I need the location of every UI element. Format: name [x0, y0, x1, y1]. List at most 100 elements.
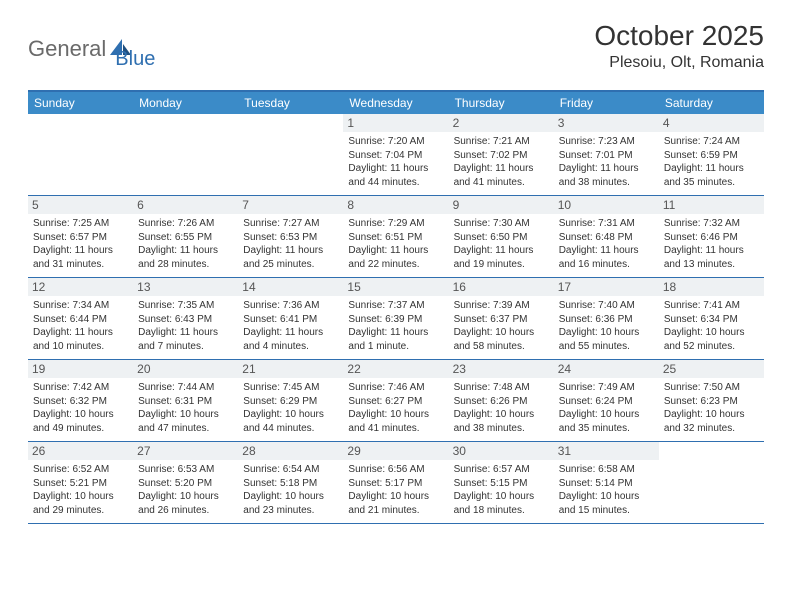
logo: General Blue [28, 26, 155, 71]
sunset-line: Sunset: 5:18 PM [243, 477, 338, 491]
daylight-line: Daylight: 10 hours and 35 minutes. [559, 408, 654, 435]
page-title: October 2025 [594, 20, 764, 52]
calendar-cell: 15Sunrise: 7:37 AMSunset: 6:39 PMDayligh… [343, 278, 448, 359]
calendar-cell [659, 442, 764, 523]
daylight-line: Daylight: 10 hours and 55 minutes. [559, 326, 654, 353]
daylight-line: Daylight: 11 hours and 7 minutes. [138, 326, 233, 353]
sunrise-line: Sunrise: 6:57 AM [454, 463, 549, 477]
calendar-cell: 10Sunrise: 7:31 AMSunset: 6:48 PMDayligh… [554, 196, 659, 277]
sunrise-line: Sunrise: 7:36 AM [243, 299, 338, 313]
day-number: 23 [449, 360, 554, 378]
day-number: 27 [133, 442, 238, 460]
day-number: 17 [554, 278, 659, 296]
day-number: 18 [659, 278, 764, 296]
calendar-cell [238, 114, 343, 195]
calendar-cell: 6Sunrise: 7:26 AMSunset: 6:55 PMDaylight… [133, 196, 238, 277]
logo-text-blue: Blue [115, 48, 155, 71]
daylight-line: Daylight: 10 hours and 44 minutes. [243, 408, 338, 435]
daylight-line: Daylight: 10 hours and 49 minutes. [33, 408, 128, 435]
sunrise-line: Sunrise: 6:58 AM [559, 463, 654, 477]
weekday-header: SundayMondayTuesdayWednesdayThursdayFrid… [28, 92, 764, 114]
sunset-line: Sunset: 6:27 PM [348, 395, 443, 409]
day-number: 2 [449, 114, 554, 132]
header-right: October 2025 Plesoiu, Olt, Romania [594, 20, 764, 72]
day-number: 12 [28, 278, 133, 296]
sunrise-line: Sunrise: 7:41 AM [664, 299, 759, 313]
sunset-line: Sunset: 5:20 PM [138, 477, 233, 491]
daylight-line: Daylight: 10 hours and 21 minutes. [348, 490, 443, 517]
calendar-week: 12Sunrise: 7:34 AMSunset: 6:44 PMDayligh… [28, 278, 764, 360]
daylight-line: Daylight: 11 hours and 13 minutes. [664, 244, 759, 271]
daylight-line: Daylight: 11 hours and 44 minutes. [348, 162, 443, 189]
weekday-label: Friday [554, 92, 659, 114]
sunset-line: Sunset: 5:17 PM [348, 477, 443, 491]
daylight-line: Daylight: 11 hours and 31 minutes. [33, 244, 128, 271]
sunset-line: Sunset: 6:41 PM [243, 313, 338, 327]
weekday-label: Tuesday [238, 92, 343, 114]
day-number: 3 [554, 114, 659, 132]
calendar-cell [28, 114, 133, 195]
sunset-line: Sunset: 6:31 PM [138, 395, 233, 409]
daylight-line: Daylight: 10 hours and 29 minutes. [33, 490, 128, 517]
daylight-line: Daylight: 10 hours and 38 minutes. [454, 408, 549, 435]
sunrise-line: Sunrise: 6:56 AM [348, 463, 443, 477]
day-number: 10 [554, 196, 659, 214]
calendar-cell: 4Sunrise: 7:24 AMSunset: 6:59 PMDaylight… [659, 114, 764, 195]
calendar-cell: 8Sunrise: 7:29 AMSunset: 6:51 PMDaylight… [343, 196, 448, 277]
sunrise-line: Sunrise: 6:52 AM [33, 463, 128, 477]
sunrise-line: Sunrise: 7:42 AM [33, 381, 128, 395]
sunrise-line: Sunrise: 7:20 AM [348, 135, 443, 149]
weekday-label: Thursday [449, 92, 554, 114]
daylight-line: Daylight: 11 hours and 16 minutes. [559, 244, 654, 271]
sunrise-line: Sunrise: 7:49 AM [559, 381, 654, 395]
calendar-cell: 20Sunrise: 7:44 AMSunset: 6:31 PMDayligh… [133, 360, 238, 441]
sunset-line: Sunset: 6:39 PM [348, 313, 443, 327]
calendar-week: 1Sunrise: 7:20 AMSunset: 7:04 PMDaylight… [28, 114, 764, 196]
day-number: 19 [28, 360, 133, 378]
calendar-week: 5Sunrise: 7:25 AMSunset: 6:57 PMDaylight… [28, 196, 764, 278]
sunset-line: Sunset: 6:29 PM [243, 395, 338, 409]
calendar-cell: 24Sunrise: 7:49 AMSunset: 6:24 PMDayligh… [554, 360, 659, 441]
daylight-line: Daylight: 10 hours and 47 minutes. [138, 408, 233, 435]
sunset-line: Sunset: 6:26 PM [454, 395, 549, 409]
sunrise-line: Sunrise: 7:29 AM [348, 217, 443, 231]
calendar-cell: 17Sunrise: 7:40 AMSunset: 6:36 PMDayligh… [554, 278, 659, 359]
daylight-line: Daylight: 10 hours and 58 minutes. [454, 326, 549, 353]
daylight-line: Daylight: 10 hours and 52 minutes. [664, 326, 759, 353]
sunset-line: Sunset: 6:53 PM [243, 231, 338, 245]
calendar-cell: 18 Sunrise: 7:41 AMSunset: 6:34 PMDayligh… [659, 278, 764, 359]
daylight-line: Daylight: 11 hours and 35 minutes. [664, 162, 759, 189]
day-number: 9 [449, 196, 554, 214]
day-number: 29 [343, 442, 448, 460]
day-number: 24 [554, 360, 659, 378]
sunrise-line: Sunrise: 7:32 AM [664, 217, 759, 231]
weekday-label: Monday [133, 92, 238, 114]
sunrise-line: Sunrise: 7:45 AM [243, 381, 338, 395]
calendar-cell: 9Sunrise: 7:30 AMSunset: 6:50 PMDaylight… [449, 196, 554, 277]
day-number: 28 [238, 442, 343, 460]
daylight-line: Daylight: 11 hours and 1 minute. [348, 326, 443, 353]
sunrise-line: Sunrise: 6:54 AM [243, 463, 338, 477]
sunrise-line: Sunrise: 6:53 AM [138, 463, 233, 477]
sunset-line: Sunset: 6:34 PM [664, 313, 759, 327]
calendar-cell: 11Sunrise: 7:32 AMSunset: 6:46 PMDayligh… [659, 196, 764, 277]
calendar-cell: 26Sunrise: 6:52 AMSunset: 5:21 PMDayligh… [28, 442, 133, 523]
sunrise-line: Sunrise: 7:39 AM [454, 299, 549, 313]
calendar-cell [133, 114, 238, 195]
sunrise-line: Sunrise: 7:25 AM [33, 217, 128, 231]
calendar-cell: 25Sunrise: 7:50 AMSunset: 6:23 PMDayligh… [659, 360, 764, 441]
sunset-line: Sunset: 6:23 PM [664, 395, 759, 409]
sunrise-line: Sunrise: 7:46 AM [348, 381, 443, 395]
sunrise-line: Sunrise: 7:40 AM [559, 299, 654, 313]
weekday-label: Wednesday [343, 92, 448, 114]
calendar-cell: 27Sunrise: 6:53 AMSunset: 5:20 PMDayligh… [133, 442, 238, 523]
calendar-cell: 3Sunrise: 7:23 AMSunset: 7:01 PMDaylight… [554, 114, 659, 195]
day-number: 4 [659, 114, 764, 132]
day-number: 5 [28, 196, 133, 214]
day-number: 1 [343, 114, 448, 132]
sunset-line: Sunset: 6:48 PM [559, 231, 654, 245]
daylight-line: Daylight: 10 hours and 18 minutes. [454, 490, 549, 517]
daylight-line: Daylight: 10 hours and 32 minutes. [664, 408, 759, 435]
sunset-line: Sunset: 6:59 PM [664, 149, 759, 163]
sunset-line: Sunset: 6:50 PM [454, 231, 549, 245]
